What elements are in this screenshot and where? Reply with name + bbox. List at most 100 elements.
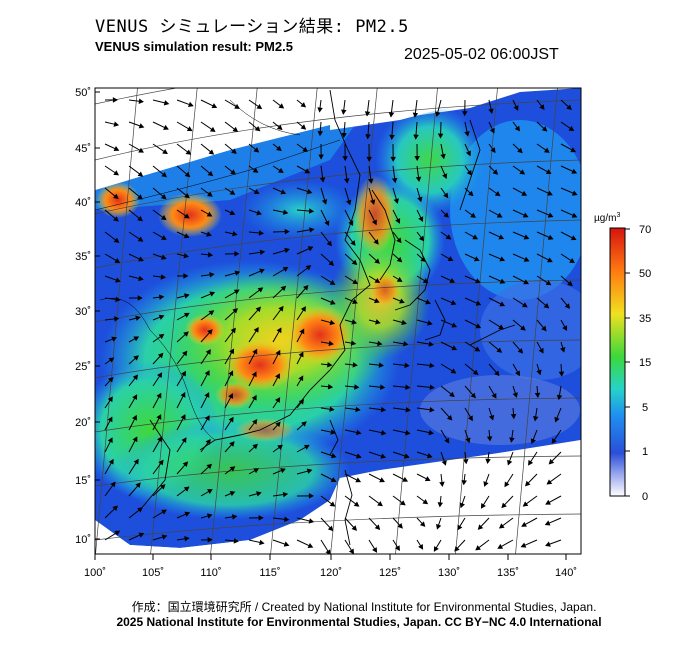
wind-arrow-head — [282, 266, 289, 272]
wind-arrow-head — [303, 444, 310, 450]
wind-arrow-head — [184, 193, 190, 199]
wind-arrow-head — [329, 319, 336, 326]
longitude-labels: 100˚ 105˚ 110˚ 115˚ 120˚ 125˚ 130˚ 135˚ … — [84, 567, 577, 579]
wind-arrow-head — [330, 429, 336, 435]
wind-arrow-head — [522, 212, 529, 218]
wind-arrow-head — [107, 437, 113, 444]
wind-arrow-head — [303, 284, 309, 291]
wind-arrow-head — [329, 406, 335, 412]
wind-arrow-head — [356, 429, 362, 436]
wind-arrow-head — [571, 212, 578, 218]
wind-arrow-head — [440, 153, 446, 160]
wind-arrow-head — [443, 192, 449, 199]
wind-arrow-head — [378, 362, 385, 368]
wind-arrow-head — [208, 149, 215, 155]
wind-arrow-head — [115, 277, 121, 283]
wind-arrow-head — [207, 537, 213, 543]
wind-arrow-head — [204, 370, 210, 376]
wind-arrow-head — [277, 444, 283, 450]
wind-arrow-head — [113, 193, 119, 200]
wind-arrow-head — [184, 171, 191, 178]
wind-arrow-head — [405, 429, 411, 436]
wind-arrow-head — [160, 274, 166, 280]
wind-arrow-head — [302, 146, 308, 152]
colorbar-unit: µg/m3 — [594, 212, 620, 224]
wind-arrow-head — [161, 172, 167, 178]
wind-arrow-head — [162, 148, 168, 155]
wind-arrow-head — [443, 212, 449, 218]
wind-arrow-head — [233, 289, 240, 295]
wind-arrow-head — [475, 300, 482, 306]
wind-arrow-head — [439, 481, 445, 488]
wind-arrow-head — [138, 98, 144, 104]
wind-arrow-head — [231, 514, 238, 520]
lat-label: 50˚ — [75, 87, 91, 99]
wind-arrow-head — [234, 270, 241, 276]
wind-arrow-head — [186, 126, 193, 132]
wind-arrow-head — [374, 297, 380, 304]
wind-arrow-head — [521, 521, 527, 527]
lat-label: 30˚ — [75, 306, 91, 318]
wind-arrow-head — [451, 322, 458, 328]
wind-arrow-head — [442, 173, 448, 179]
wind-arrow-head — [157, 372, 163, 379]
wind-arrow-head — [463, 458, 469, 465]
wind-arrow-head — [132, 436, 138, 443]
wind-arrow-head — [523, 279, 529, 285]
wind-arrow-head — [232, 308, 238, 314]
wind-arrow-head — [346, 199, 352, 206]
wind-arrow-head — [424, 476, 431, 482]
wind-arrow-head — [343, 178, 350, 184]
wind-arrow-head — [470, 212, 476, 218]
wind-arrow-head — [374, 258, 380, 264]
wind-arrow-head — [183, 252, 189, 259]
wind-arrow-head — [418, 216, 424, 222]
lon-label: 120˚ — [320, 567, 342, 579]
wind-arrow-head — [467, 415, 473, 422]
wind-arrow-head — [528, 459, 534, 466]
wind-arrow-head — [256, 491, 262, 497]
wind-arrow-head — [161, 534, 168, 540]
wind-arrow-head — [490, 147, 496, 153]
wind-arrow-head — [253, 327, 259, 333]
wind-arrow-head — [282, 209, 289, 215]
wind-arrow-head — [229, 210, 236, 216]
wind-arrow-head — [137, 295, 143, 301]
wind-arrow-head — [276, 145, 282, 151]
wind-arrow-head — [403, 341, 409, 347]
wind-arrow-head — [206, 463, 213, 470]
wind-arrow-head — [488, 108, 494, 114]
wind-arrow-head — [183, 312, 190, 318]
wind-arrow-head — [464, 131, 470, 137]
wind-arrow-head — [477, 524, 484, 530]
wind-arrow-head — [231, 148, 237, 154]
wind-arrow-head — [571, 168, 578, 174]
wind-arrow-head — [507, 459, 513, 466]
wind-arrow-head — [496, 347, 503, 353]
colorbar-gradient — [609, 227, 626, 497]
wind-arrow-head — [275, 349, 281, 356]
wind-arrow-head — [545, 541, 551, 547]
wind-arrow-head — [567, 280, 573, 287]
wind-arrow-head — [328, 260, 335, 266]
wind-arrow-head — [485, 458, 491, 465]
wind-arrow-head — [156, 392, 162, 399]
wind-arrow-head — [183, 486, 190, 492]
wind-arrow-head — [499, 301, 506, 307]
wind-arrow-head — [211, 103, 218, 109]
wind-arrow-head — [206, 513, 213, 519]
wind-arrow-head — [566, 104, 572, 110]
lat-label: 10˚ — [75, 534, 91, 546]
wind-arrow-head — [108, 357, 115, 363]
wind-arrow-head — [306, 188, 313, 195]
wind-arrow-head — [132, 414, 137, 421]
wind-arrow-head — [300, 102, 307, 108]
wind-arrow-head — [480, 503, 486, 509]
wind-arrow-head — [554, 416, 560, 423]
wind-arrow-head — [396, 276, 403, 282]
lat-label: 15˚ — [75, 475, 91, 487]
wind-arrow-head — [280, 285, 287, 292]
wind-arrow-head — [397, 523, 403, 529]
wind-arrow-head — [492, 169, 499, 175]
lat-label: 25˚ — [75, 361, 91, 373]
